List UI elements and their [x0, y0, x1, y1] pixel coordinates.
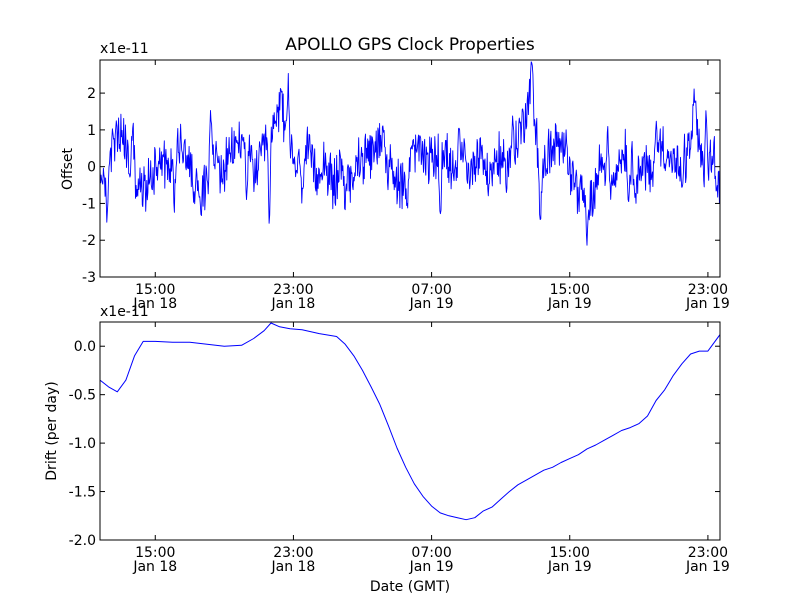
drift-xtick-time-label: 15:00	[135, 545, 175, 561]
offset-xtick-time-label: 23:00	[273, 282, 313, 298]
drift-xtick-date-label: Jan 18	[132, 559, 177, 575]
offset-ytick-label: 1	[87, 123, 96, 139]
x-axis-label: Date (GMT)	[370, 579, 450, 595]
offset-ytick-label: -3	[82, 270, 96, 286]
offset-xtick-date-label: Jan 19	[547, 296, 592, 312]
drift-xtick-time-label: 07:00	[411, 545, 451, 561]
drift-xtick-time-label: 23:00	[273, 545, 313, 561]
drift-plot-area	[100, 322, 720, 521]
offset-ytick-label: 0	[87, 160, 96, 176]
offset-xtick-time-label: 15:00	[550, 282, 590, 298]
offset-plot-area	[100, 61, 720, 246]
offset-xtick-date-label: Jan 18	[270, 296, 315, 312]
offset-ytick-label: -1	[82, 196, 96, 212]
drift-xtick-date-label: Jan 18	[270, 559, 315, 575]
drift-chart: x1e-11 Drift (per day) 0.0 -0.5 -1.0 -1.5 -2…	[44, 304, 730, 595]
drift-xtick-date-label: Jan 19	[409, 559, 454, 575]
drift-y-axis-label: Drift (per day)	[44, 381, 60, 480]
offset-xtick-time-label: 23:00	[688, 282, 728, 298]
drift-axes-frame	[99, 321, 721, 541]
drift-ytick-label: 0.0	[74, 339, 96, 355]
drift-xtick-time-label: 23:00	[688, 545, 728, 561]
drift-xtick-date-label: Jan 19	[685, 559, 730, 575]
offset-xtick-date-label: Jan 18	[132, 296, 177, 312]
offset-xtick-time-label: 15:00	[135, 282, 175, 298]
offset-axes-frame	[99, 59, 721, 278]
offset-ytick-label: 2	[87, 86, 96, 102]
drift-xtick-date-label: Jan 19	[547, 559, 592, 575]
offset-chart: APOLLO GPS Clock Properties x1e-11 Offse…	[60, 35, 730, 312]
chart-title: APOLLO GPS Clock Properties	[285, 35, 535, 55]
offset-xtick-date-label: Jan 19	[409, 296, 454, 312]
drift-ytick-label: -2.0	[69, 533, 96, 549]
offset-scale-label: x1e-11	[100, 41, 149, 57]
drift-ytick-label: -1.0	[69, 436, 96, 452]
drift-scale-label: x1e-11	[100, 304, 149, 320]
offset-series-line	[100, 61, 720, 246]
offset-xtick-time-label: 07:00	[411, 282, 451, 298]
drift-xtick-time-label: 15:00	[550, 545, 590, 561]
offset-ytick-label: -2	[82, 233, 96, 249]
offset-xtick-date-label: Jan 19	[685, 296, 730, 312]
drift-ytick-label: -1.5	[69, 485, 96, 501]
offset-y-axis-label: Offset	[60, 147, 76, 190]
drift-series-line	[100, 322, 720, 521]
drift-ytick-label: -0.5	[69, 388, 96, 404]
